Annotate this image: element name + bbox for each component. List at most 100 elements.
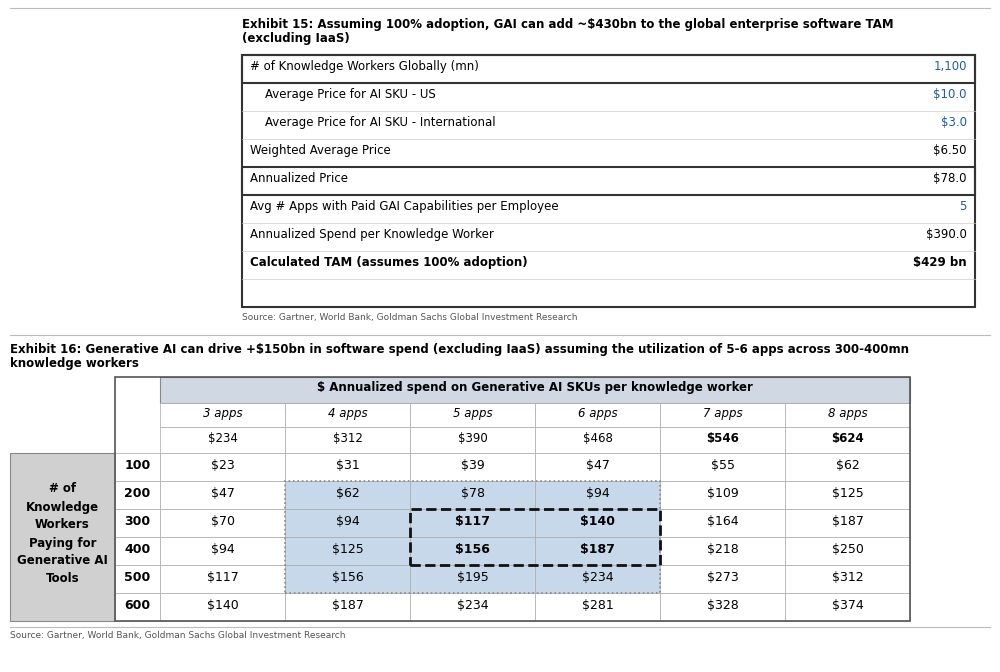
Text: $117: $117 — [455, 515, 490, 528]
Bar — [535, 509, 660, 537]
Bar — [160, 427, 285, 453]
Text: 300: 300 — [124, 515, 151, 528]
Text: Base Case TAM (assumes ~30% adoption): Base Case TAM (assumes ~30% adoption) — [250, 284, 527, 297]
Bar — [242, 167, 975, 195]
Text: $94: $94 — [211, 543, 234, 556]
Bar — [660, 593, 785, 621]
Text: $156: $156 — [332, 571, 363, 584]
Text: knowledge workers: knowledge workers — [10, 357, 139, 370]
Bar — [535, 403, 660, 427]
Bar — [242, 55, 975, 83]
Bar — [785, 565, 910, 593]
Bar — [242, 195, 975, 223]
Text: 600: 600 — [124, 599, 151, 612]
Text: $62: $62 — [336, 487, 359, 500]
Text: # of Knowledge Workers Globally (mn): # of Knowledge Workers Globally (mn) — [250, 60, 479, 73]
Bar — [410, 427, 535, 453]
Bar — [660, 453, 785, 481]
Bar — [242, 83, 975, 111]
Bar — [410, 593, 535, 621]
Bar — [660, 481, 785, 509]
Bar — [242, 223, 975, 251]
Bar — [785, 427, 910, 453]
Text: Avg # Apps with Paid GAI Capabilities per Employee: Avg # Apps with Paid GAI Capabilities pe… — [250, 200, 559, 213]
Bar — [115, 453, 160, 481]
Bar — [242, 167, 975, 195]
Text: 500: 500 — [124, 571, 151, 584]
Text: $187: $187 — [332, 599, 363, 612]
Text: $94: $94 — [336, 515, 359, 528]
Text: $187: $187 — [832, 515, 863, 528]
Text: 4 apps: 4 apps — [328, 407, 367, 420]
Text: $117: $117 — [207, 571, 238, 584]
Text: $468: $468 — [583, 432, 612, 445]
Text: $94: $94 — [586, 487, 609, 500]
Bar — [242, 55, 975, 307]
Text: $70: $70 — [210, 515, 234, 528]
Text: Annualized Spend per Knowledge Worker: Annualized Spend per Knowledge Worker — [250, 228, 494, 241]
Bar — [115, 565, 160, 593]
Text: Average Price for AI SKU - US: Average Price for AI SKU - US — [250, 88, 436, 101]
Text: Weighted Average Price: Weighted Average Price — [250, 144, 391, 157]
Text: 5 apps: 5 apps — [453, 407, 492, 420]
Text: 1,100: 1,100 — [934, 60, 967, 73]
Text: $195: $195 — [457, 571, 488, 584]
Bar — [535, 537, 660, 565]
Text: 200: 200 — [124, 487, 151, 500]
Bar — [535, 453, 660, 481]
Bar — [660, 403, 785, 427]
Text: $109: $109 — [707, 487, 738, 500]
Bar — [242, 111, 975, 139]
Bar — [242, 55, 975, 83]
Text: $78.0: $78.0 — [934, 172, 967, 185]
Text: $234: $234 — [208, 432, 237, 445]
Text: $3.0: $3.0 — [941, 116, 967, 129]
Bar — [115, 509, 160, 537]
Bar — [242, 251, 975, 279]
Bar — [285, 481, 660, 593]
Text: $150 bn: $150 bn — [914, 284, 967, 297]
Text: $78: $78 — [460, 487, 484, 500]
Text: $234: $234 — [457, 599, 488, 612]
Text: 5: 5 — [960, 200, 967, 213]
Text: $156: $156 — [455, 543, 490, 556]
Text: $328: $328 — [707, 599, 738, 612]
Text: $ Annualized spend on Generative AI SKUs per knowledge worker: $ Annualized spend on Generative AI SKUs… — [317, 381, 753, 394]
Bar — [660, 565, 785, 593]
Bar — [410, 509, 535, 537]
Bar — [785, 593, 910, 621]
Bar — [115, 377, 910, 621]
Text: $47: $47 — [211, 487, 234, 500]
Bar — [115, 481, 160, 509]
Bar — [535, 565, 660, 593]
Bar — [660, 427, 785, 453]
Bar — [115, 593, 160, 621]
Bar — [785, 537, 910, 565]
Text: $390: $390 — [458, 432, 487, 445]
Text: $6.50: $6.50 — [934, 144, 967, 157]
Bar — [285, 427, 410, 453]
Text: $62: $62 — [836, 459, 859, 472]
Text: $31: $31 — [336, 459, 359, 472]
Bar — [160, 565, 285, 593]
Bar — [285, 537, 410, 565]
Text: $10.0: $10.0 — [934, 88, 967, 101]
Text: $312: $312 — [333, 432, 362, 445]
Bar — [160, 403, 285, 427]
Text: $234: $234 — [582, 571, 613, 584]
Text: Average Price for AI SKU - International: Average Price for AI SKU - International — [250, 116, 496, 129]
Text: $546: $546 — [706, 432, 739, 445]
Text: $23: $23 — [211, 459, 234, 472]
Bar — [285, 481, 410, 509]
Bar — [285, 453, 410, 481]
Text: $125: $125 — [332, 543, 363, 556]
Bar — [160, 537, 285, 565]
Bar — [160, 509, 285, 537]
Bar — [285, 481, 660, 593]
Bar — [535, 427, 660, 453]
Bar — [410, 403, 535, 427]
Bar — [660, 509, 785, 537]
Bar — [535, 481, 660, 509]
Bar — [10, 453, 115, 621]
Bar — [160, 377, 910, 403]
